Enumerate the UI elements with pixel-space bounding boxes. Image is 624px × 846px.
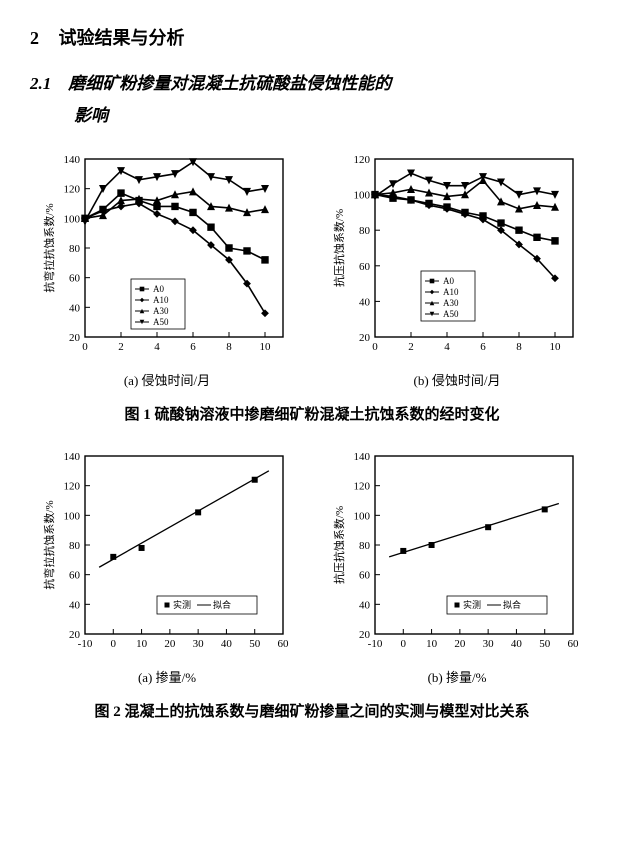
svg-text:60: 60 [359,569,371,581]
svg-text:80: 80 [359,540,371,552]
svg-text:140: 140 [64,154,81,166]
svg-text:10: 10 [426,638,438,650]
svg-text:100: 100 [64,213,81,225]
svg-text:80: 80 [69,243,81,255]
svg-text:60: 60 [69,569,81,581]
svg-text:100: 100 [64,510,81,522]
section-heading: 2 试验结果与分析 [30,24,596,50]
svg-text:抗弯拉抗蚀系数/%: 抗弯拉抗蚀系数/% [42,203,56,292]
svg-text:A50: A50 [443,309,459,319]
svg-text:A10: A10 [153,295,169,305]
svg-text:8: 8 [516,341,522,353]
figure-2-row: -10010203040506020406080100120140抗弯拉抗蚀系数… [28,448,596,686]
chart-f1b: 0 2 4 6 8 10 20 40 60 80 100 120 抗压抗蚀系数/% A0A10A30A50 [327,151,587,366]
svg-text:抗压抗蚀系数/%: 抗压抗蚀系数/% [332,505,346,583]
chart-f2b: -10010203040506020406080100120140抗压抗蚀系数/… [327,448,587,663]
svg-text:4: 4 [444,341,450,353]
svg-text:120: 120 [354,480,371,492]
svg-text:20: 20 [69,332,81,344]
svg-text:0: 0 [372,341,378,353]
subcaption-f2a: (a) 掺量/% [138,667,196,686]
svg-text:6: 6 [480,341,486,353]
figure-2b: -10010203040506020406080100120140抗压抗蚀系数/… [327,448,587,686]
svg-text:60: 60 [568,638,580,650]
svg-text:0: 0 [111,638,117,650]
svg-text:拟合: 拟合 [503,599,521,610]
svg-text:20: 20 [359,332,371,344]
svg-text:8: 8 [226,341,232,353]
svg-text:2: 2 [118,341,124,353]
svg-text:40: 40 [359,296,371,308]
svg-text:6: 6 [190,341,196,353]
svg-text:20: 20 [69,629,81,641]
svg-text:30: 30 [483,638,495,650]
svg-text:60: 60 [278,638,290,650]
svg-text:实测: 实测 [463,599,481,610]
svg-text:100: 100 [354,510,371,522]
subsection-heading: 2.1 磨细矿粉掺量对混凝土抗硫酸盐侵蚀性能的 影响 [30,68,596,133]
svg-text:A0: A0 [153,284,164,294]
svg-text:A30: A30 [153,306,169,316]
svg-text:40: 40 [69,302,81,314]
svg-text:140: 140 [354,451,371,463]
svg-text:50: 50 [539,638,551,650]
subsection-number: 2.1 [30,74,51,93]
svg-text:40: 40 [69,599,81,611]
figure-1-caption: 图 1 硫酸钠溶液中掺磨细矿粉混凝土抗蚀系数的经时变化 [28,403,596,424]
subsection-title-line1: 磨细矿粉掺量对混凝土抗硫酸盐侵蚀性能的 [68,74,391,93]
svg-text:60: 60 [359,260,371,272]
svg-text:A30: A30 [443,298,459,308]
chart-f1a: 0 2 4 6 8 10 20 40 60 80 100 120 140 抗弯拉抗蚀系数/% A0A10A3… [37,151,297,366]
svg-text:A50: A50 [153,317,169,327]
subcaption-f1b: (b) 侵蚀时间/月 [413,370,500,389]
svg-text:4: 4 [154,341,160,353]
svg-text:A0: A0 [443,276,454,286]
svg-text:A10: A10 [443,287,459,297]
svg-text:80: 80 [359,225,371,237]
subcaption-f2b: (b) 掺量/% [428,667,487,686]
svg-text:抗弯拉抗蚀系数/%: 抗弯拉抗蚀系数/% [42,500,56,589]
svg-text:拟合: 拟合 [213,599,231,610]
section-title: 试验结果与分析 [59,28,185,48]
svg-text:10: 10 [136,638,148,650]
section-number: 2 [30,28,54,49]
chart-f2a: -10010203040506020406080100120140抗弯拉抗蚀系数… [37,448,297,663]
svg-text:10: 10 [550,341,562,353]
figure-1a: 0 2 4 6 8 10 20 40 60 80 100 120 140 抗弯拉抗蚀系数/% A0A10A3… [37,151,297,389]
figure-1b: 0 2 4 6 8 10 20 40 60 80 100 120 抗压抗蚀系数/% A0A10A30A50… [327,151,587,389]
svg-text:140: 140 [64,451,81,463]
svg-text:0: 0 [401,638,407,650]
subsection-title-line2: 影响 [30,100,596,132]
svg-text:抗压抗蚀系数/%: 抗压抗蚀系数/% [332,208,346,286]
svg-text:2: 2 [408,341,414,353]
svg-text:20: 20 [454,638,466,650]
figure-2a: -10010203040506020406080100120140抗弯拉抗蚀系数… [37,448,297,686]
svg-text:实测: 实测 [173,599,191,610]
svg-text:30: 30 [193,638,205,650]
svg-text:60: 60 [69,272,81,284]
svg-text:0: 0 [82,341,88,353]
svg-text:40: 40 [221,638,233,650]
figure-1-row: 024681020406080100120140抗弯拉抗蚀系数/%A0A10A3… [28,151,596,389]
svg-text:120: 120 [354,154,371,166]
figure-2-caption: 图 2 混凝土的抗蚀系数与磨细矿粉掺量之间的实测与模型对比关系 [28,700,596,721]
svg-text:100: 100 [354,189,371,201]
svg-text:10: 10 [260,341,272,353]
svg-text:40: 40 [511,638,523,650]
svg-text:80: 80 [69,540,81,552]
svg-text:40: 40 [359,599,371,611]
svg-text:120: 120 [64,183,81,195]
subcaption-f1a: (a) 侵蚀时间/月 [124,370,210,389]
svg-text:50: 50 [249,638,261,650]
svg-text:20: 20 [359,629,371,641]
svg-text:120: 120 [64,480,81,492]
svg-text:20: 20 [164,638,176,650]
